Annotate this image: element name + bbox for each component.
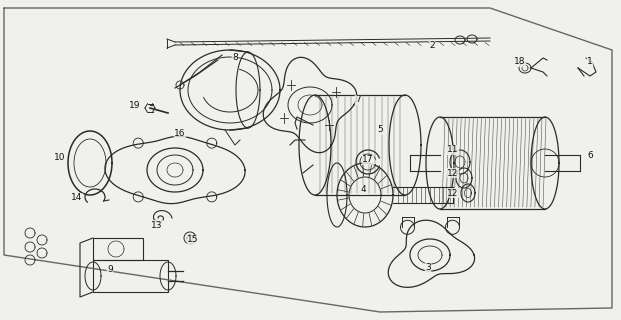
Text: 16: 16 [175,129,186,138]
Text: 5: 5 [377,125,383,134]
Text: 4: 4 [360,186,366,195]
Bar [93,260,168,292]
Text: 10: 10 [54,154,66,163]
Text: 12: 12 [447,188,459,197]
Text: 18: 18 [514,58,526,67]
Text: 15: 15 [188,236,199,244]
Text: 14: 14 [71,194,83,203]
Text: 11: 11 [447,146,459,155]
Text: 8: 8 [232,53,238,62]
Text: 13: 13 [152,220,163,229]
Bar [93,238,143,260]
Text: 2: 2 [429,41,435,50]
Text: 7: 7 [355,95,361,105]
Text: 19: 19 [129,100,141,109]
Text: 17: 17 [362,156,374,164]
Text: 6: 6 [587,150,593,159]
Text: 12: 12 [447,169,459,178]
Text: 3: 3 [425,263,431,273]
Text: 1: 1 [587,58,593,67]
Text: 9: 9 [107,266,113,275]
